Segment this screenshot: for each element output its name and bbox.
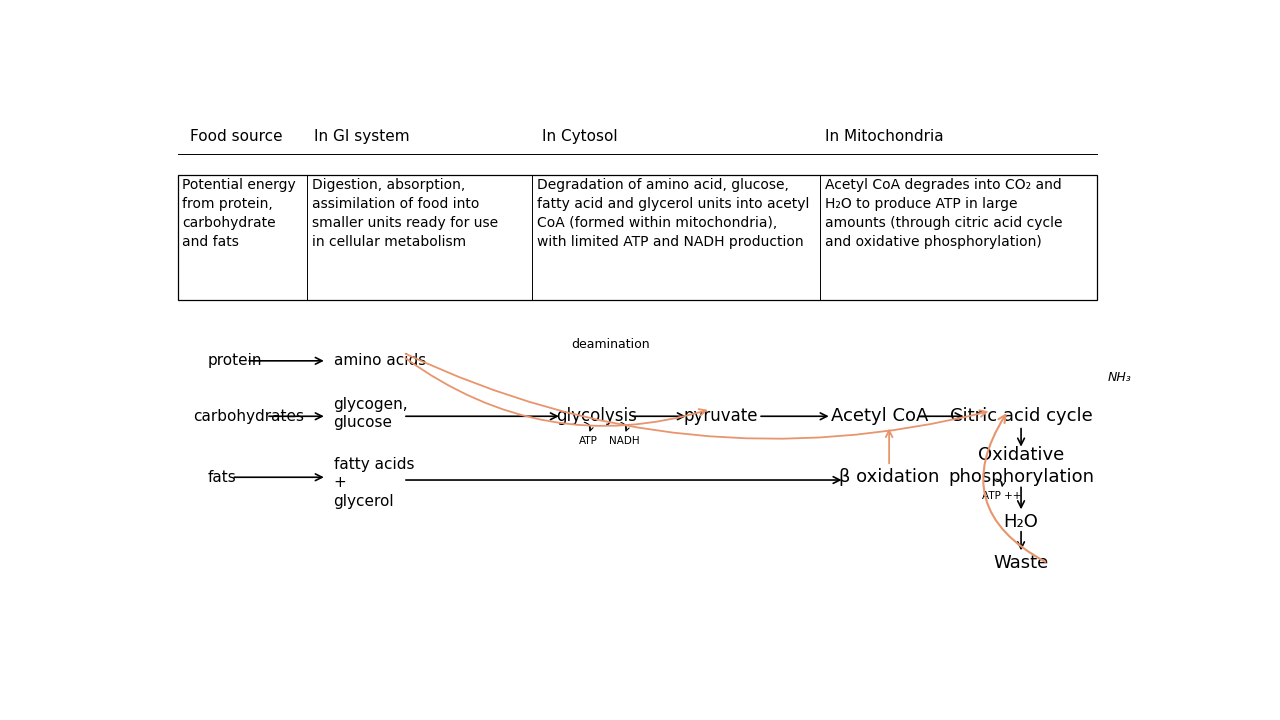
Text: Citric acid cycle: Citric acid cycle <box>950 408 1092 426</box>
Text: Degradation of amino acid, glucose,
fatty acid and glycerol units into acetyl
Co: Degradation of amino acid, glucose, fatt… <box>538 178 809 248</box>
Text: Oxidative
phosphorylation: Oxidative phosphorylation <box>948 446 1094 486</box>
Text: In Cytosol: In Cytosol <box>541 129 617 144</box>
Text: glycolysis: glycolysis <box>556 408 637 426</box>
Text: NH₃: NH₃ <box>1107 371 1132 384</box>
Bar <box>178 175 1097 300</box>
Text: glycogen,
glucose: glycogen, glucose <box>334 397 408 431</box>
Text: fatty acids
+
glycerol: fatty acids + glycerol <box>334 456 415 509</box>
Text: ATP ++: ATP ++ <box>982 490 1021 500</box>
Text: pyruvate: pyruvate <box>684 408 758 426</box>
Text: fats: fats <box>207 469 237 485</box>
Text: Acetyl CoA degrades into CO₂ and
H₂O to produce ATP in large
amounts (through ci: Acetyl CoA degrades into CO₂ and H₂O to … <box>824 178 1062 248</box>
Text: amino acids: amino acids <box>334 354 426 369</box>
Text: Acetyl CoA: Acetyl CoA <box>831 408 928 426</box>
Text: protein: protein <box>207 354 262 369</box>
Text: deamination: deamination <box>572 338 650 351</box>
Text: Potential energy
from protein,
carbohydrate
and fats: Potential energy from protein, carbohydr… <box>182 178 296 248</box>
Text: β oxidation: β oxidation <box>838 468 940 486</box>
Text: ATP: ATP <box>579 436 598 446</box>
Text: carbohydrates: carbohydrates <box>193 409 303 424</box>
Text: Digestion, absorption,
assimilation of food into
smaller units ready for use
in : Digestion, absorption, assimilation of f… <box>312 178 498 248</box>
Text: Waste: Waste <box>993 554 1048 572</box>
Text: H₂O: H₂O <box>1004 513 1038 531</box>
Text: In GI system: In GI system <box>314 129 410 144</box>
Text: In Mitochondria: In Mitochondria <box>824 129 943 144</box>
Text: NADH: NADH <box>609 436 640 446</box>
Text: Food source: Food source <box>189 129 283 144</box>
